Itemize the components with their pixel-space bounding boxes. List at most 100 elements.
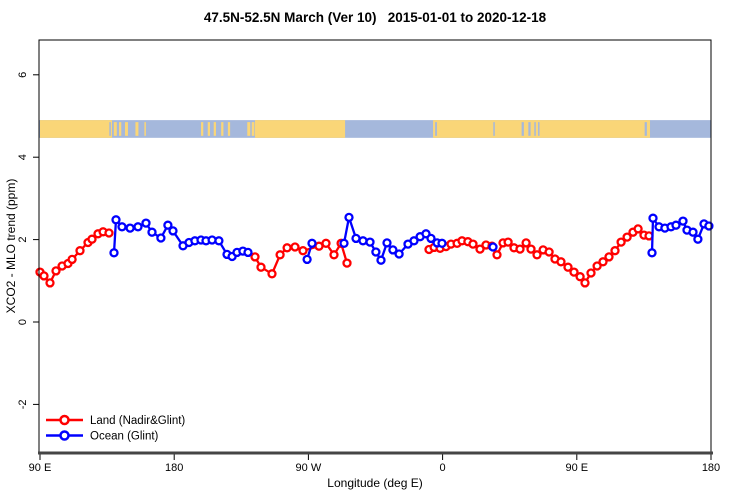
data-point bbox=[117, 222, 127, 232]
data-point bbox=[358, 236, 368, 246]
data-point bbox=[610, 246, 620, 256]
data-point bbox=[563, 262, 573, 272]
surface-band-ocean-speckle bbox=[534, 122, 536, 136]
data-point bbox=[156, 233, 166, 243]
data-point bbox=[556, 257, 566, 267]
data-point bbox=[45, 278, 55, 288]
data-point bbox=[633, 224, 643, 234]
data-point bbox=[488, 242, 498, 252]
legend-marker bbox=[59, 430, 70, 441]
data-point bbox=[526, 244, 536, 254]
x-tick-label: 180 bbox=[165, 462, 183, 474]
data-point bbox=[437, 238, 447, 248]
data-point bbox=[503, 237, 513, 247]
surface-band-ocean-speckle bbox=[528, 122, 531, 136]
surface-band-land-speckle bbox=[201, 122, 204, 136]
data-point bbox=[109, 248, 119, 258]
surface-band-ocean-speckle bbox=[109, 122, 111, 136]
data-point bbox=[243, 247, 253, 258]
data-point bbox=[125, 223, 135, 233]
data-point bbox=[544, 247, 554, 257]
data-point bbox=[163, 220, 173, 230]
data-point bbox=[111, 215, 121, 225]
plot-frame bbox=[38, 39, 712, 453]
data-point bbox=[671, 220, 681, 230]
legend-item: Land (Nadir&Glint) bbox=[46, 414, 185, 427]
y-tick-label: 2 bbox=[17, 237, 29, 243]
surface-band-land-speckle bbox=[135, 122, 139, 136]
surface-band-land-speckle bbox=[227, 122, 231, 136]
data-point bbox=[371, 247, 381, 257]
surface-band-land-speckle bbox=[247, 122, 251, 136]
data-point bbox=[468, 239, 478, 249]
data-point bbox=[592, 261, 602, 271]
data-point bbox=[339, 238, 349, 248]
data-point bbox=[580, 278, 590, 288]
data-point bbox=[329, 250, 339, 260]
data-point bbox=[515, 244, 525, 254]
series-ocean bbox=[109, 212, 714, 265]
surface-band-land-speckle bbox=[113, 122, 117, 136]
data-point bbox=[302, 254, 312, 265]
x-tick-label: 90 E bbox=[565, 462, 588, 474]
data-point bbox=[256, 262, 266, 272]
legend-label: Land (Nadir&Glint) bbox=[90, 415, 185, 427]
data-point bbox=[575, 272, 585, 282]
data-point bbox=[321, 238, 331, 248]
x-tick-label: 90 E bbox=[29, 462, 52, 474]
surface-band-land-speckle bbox=[124, 122, 128, 136]
data-point bbox=[475, 244, 485, 254]
x-tick-label: 180 bbox=[702, 462, 720, 474]
data-point bbox=[586, 268, 596, 278]
y-tick-label: -2 bbox=[17, 400, 29, 410]
data-point bbox=[616, 237, 626, 247]
chart-title: 47.5N-52.5N March (Ver 10) 2015-01-01 to… bbox=[203, 10, 547, 25]
data-point bbox=[622, 232, 632, 242]
data-point bbox=[39, 271, 49, 281]
data-point bbox=[87, 234, 97, 244]
surface-band-land bbox=[255, 120, 346, 138]
data-point bbox=[648, 213, 658, 223]
data-point bbox=[267, 269, 277, 279]
data-point bbox=[569, 267, 579, 277]
data-point bbox=[382, 238, 392, 248]
surface-band-ocean-speckle bbox=[644, 122, 647, 136]
data-point bbox=[133, 222, 143, 232]
data-point bbox=[409, 236, 419, 246]
legend-item: Ocean (Glint) bbox=[46, 430, 159, 443]
data-point bbox=[647, 248, 657, 258]
data-point bbox=[168, 226, 178, 236]
data-point bbox=[376, 255, 386, 265]
data-point bbox=[141, 218, 151, 228]
data-point bbox=[604, 252, 614, 262]
data-point bbox=[298, 246, 308, 256]
data-point bbox=[51, 266, 61, 276]
x-axis-title: Longitude (deg E) bbox=[327, 476, 423, 490]
data-point bbox=[104, 228, 114, 238]
series-land bbox=[35, 224, 654, 288]
data-point bbox=[688, 227, 698, 237]
surface-band-land-speckle bbox=[213, 122, 216, 136]
legend-marker bbox=[59, 414, 70, 426]
data-point bbox=[365, 237, 375, 247]
data-point bbox=[250, 252, 260, 262]
data-point bbox=[598, 257, 608, 267]
data-point bbox=[693, 234, 703, 244]
surface-band-land bbox=[40, 120, 113, 138]
data-point bbox=[344, 212, 354, 223]
data-point bbox=[342, 258, 352, 268]
surface-band-land-speckle bbox=[144, 122, 146, 136]
surface-band-ocean-speckle bbox=[493, 122, 495, 136]
data-point bbox=[492, 250, 502, 260]
y-axis-title: XCO2 - MLO trend (ppm) bbox=[4, 178, 18, 314]
data-point bbox=[67, 254, 77, 265]
surface-band-land-speckle bbox=[119, 122, 122, 136]
data-point bbox=[147, 227, 157, 237]
data-point bbox=[75, 246, 85, 256]
x-tick-label: 0 bbox=[440, 462, 446, 474]
y-tick-label: 4 bbox=[17, 154, 29, 160]
surface-band-land bbox=[433, 120, 651, 138]
y-tick-label: 0 bbox=[17, 319, 29, 325]
